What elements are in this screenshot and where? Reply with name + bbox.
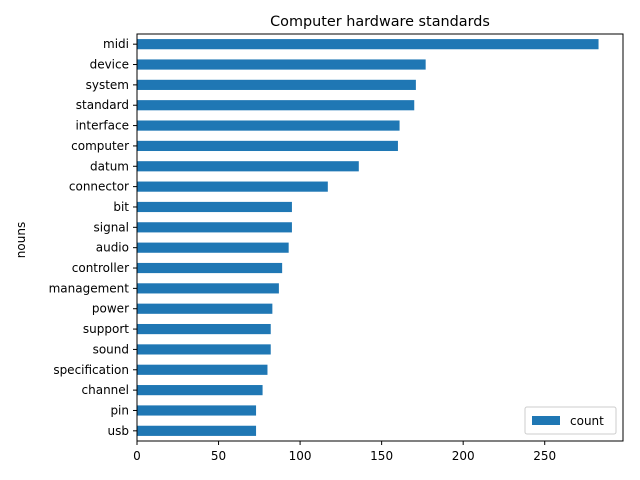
x-tick-label: 150 [370, 449, 393, 463]
bar-standard [137, 100, 415, 111]
y-tick-label: power [92, 302, 129, 316]
bar-controller [137, 262, 283, 274]
y-tick-label: channel [82, 383, 129, 397]
bars-group [137, 39, 599, 436]
y-tick-label: controller [72, 261, 129, 275]
x-tick-label: 50 [211, 449, 226, 463]
x-tick-label: 0 [133, 449, 141, 463]
bar-device [137, 59, 426, 70]
legend-label: count [570, 414, 604, 428]
bar-channel [137, 385, 263, 396]
bar-support [137, 323, 271, 335]
chart-title: Computer hardware standards [270, 14, 490, 30]
y-tick-label: standard [76, 98, 129, 112]
y-tick-label: sound [93, 342, 129, 356]
y-tick-label: pin [110, 403, 129, 417]
y-tick-label: interface [75, 119, 129, 133]
x-tick-label: 200 [452, 449, 475, 463]
y-ticks-group: midi device system standard interface compute… [49, 37, 137, 438]
bar-interface [137, 120, 400, 131]
bar-signal [137, 222, 292, 233]
bar-midi [137, 39, 599, 50]
bar-audio [137, 242, 289, 253]
y-tick-label: system [86, 78, 129, 92]
legend-box [524, 406, 617, 435]
x-tick-label: 100 [289, 449, 312, 463]
bar-connector [137, 181, 328, 192]
bar-computer [137, 140, 398, 152]
bar-power [137, 303, 273, 314]
y-tick-label: computer [71, 139, 129, 153]
bar-management [137, 283, 279, 294]
y-tick-label: management [49, 281, 130, 295]
legend-swatch [532, 416, 560, 425]
y-tick-label: support [83, 322, 129, 336]
plot-frame [136, 33, 624, 442]
x-ticks-group: 0 50 100 150 200 250 [133, 441, 556, 463]
y-tick-label: audio [96, 241, 129, 255]
y-tick-label: signal [94, 220, 130, 234]
bar-pin [137, 405, 257, 416]
y-tick-label: specification [53, 363, 129, 377]
legend: count [524, 406, 617, 435]
bar-specification [137, 364, 268, 375]
y-tick-label: midi [103, 37, 129, 51]
y-tick-label: connector [69, 180, 129, 194]
bar-datum [137, 161, 359, 172]
x-tick-label: 250 [533, 449, 556, 463]
bar-sound [137, 344, 271, 355]
bar-bit [137, 201, 292, 213]
y-tick-label: usb [108, 424, 129, 438]
y-axis-label: nouns [14, 222, 28, 258]
y-tick-label: bit [113, 200, 129, 214]
y-tick-label: datum [90, 159, 129, 173]
y-tick-label: device [90, 58, 129, 72]
bar-usb [137, 425, 257, 436]
bar-system [137, 79, 416, 90]
